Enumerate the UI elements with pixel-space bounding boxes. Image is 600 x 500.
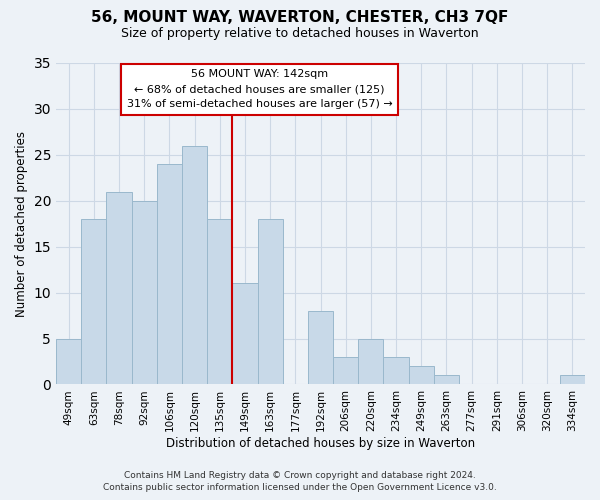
- Bar: [333, 357, 358, 384]
- Bar: [182, 146, 207, 384]
- Y-axis label: Number of detached properties: Number of detached properties: [15, 130, 28, 316]
- X-axis label: Distribution of detached houses by size in Waverton: Distribution of detached houses by size …: [166, 437, 475, 450]
- Bar: [131, 201, 157, 384]
- Bar: [207, 219, 232, 384]
- Bar: [560, 376, 585, 384]
- Bar: [358, 338, 383, 384]
- Bar: [56, 338, 81, 384]
- Bar: [157, 164, 182, 384]
- Bar: [409, 366, 434, 384]
- Text: Contains HM Land Registry data © Crown copyright and database right 2024.
Contai: Contains HM Land Registry data © Crown c…: [103, 471, 497, 492]
- Bar: [106, 192, 131, 384]
- Bar: [81, 219, 106, 384]
- Bar: [308, 311, 333, 384]
- Bar: [257, 219, 283, 384]
- Bar: [232, 284, 257, 384]
- Text: Size of property relative to detached houses in Waverton: Size of property relative to detached ho…: [121, 28, 479, 40]
- Bar: [434, 376, 459, 384]
- Bar: [383, 357, 409, 384]
- Text: 56 MOUNT WAY: 142sqm
← 68% of detached houses are smaller (125)
31% of semi-deta: 56 MOUNT WAY: 142sqm ← 68% of detached h…: [127, 70, 392, 109]
- Text: 56, MOUNT WAY, WAVERTON, CHESTER, CH3 7QF: 56, MOUNT WAY, WAVERTON, CHESTER, CH3 7Q…: [91, 10, 509, 25]
